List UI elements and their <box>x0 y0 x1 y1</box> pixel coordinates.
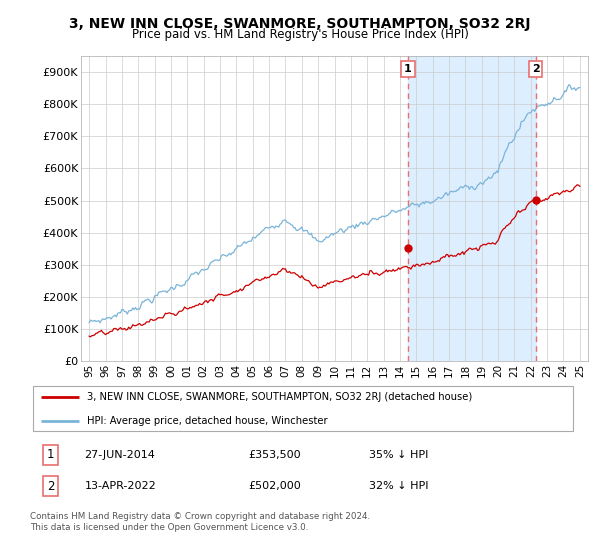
Text: 1: 1 <box>47 448 55 461</box>
Text: 3, NEW INN CLOSE, SWANMORE, SOUTHAMPTON, SO32 2RJ: 3, NEW INN CLOSE, SWANMORE, SOUTHAMPTON,… <box>69 17 531 31</box>
Text: 27-JUN-2014: 27-JUN-2014 <box>85 450 155 460</box>
Text: 3, NEW INN CLOSE, SWANMORE, SOUTHAMPTON, SO32 2RJ (detached house): 3, NEW INN CLOSE, SWANMORE, SOUTHAMPTON,… <box>88 392 473 402</box>
Text: 32% ↓ HPI: 32% ↓ HPI <box>368 481 428 491</box>
Text: HPI: Average price, detached house, Winchester: HPI: Average price, detached house, Winc… <box>88 417 328 426</box>
Text: 2: 2 <box>47 480 55 493</box>
Text: Price paid vs. HM Land Registry's House Price Index (HPI): Price paid vs. HM Land Registry's House … <box>131 28 469 41</box>
Text: 2: 2 <box>532 64 539 74</box>
Text: 1: 1 <box>404 64 412 74</box>
FancyBboxPatch shape <box>33 386 573 431</box>
Text: £502,000: £502,000 <box>248 481 301 491</box>
Text: 35% ↓ HPI: 35% ↓ HPI <box>368 450 428 460</box>
Text: Contains HM Land Registry data © Crown copyright and database right 2024.
This d: Contains HM Land Registry data © Crown c… <box>30 512 370 532</box>
Text: 13-APR-2022: 13-APR-2022 <box>85 481 157 491</box>
Text: £353,500: £353,500 <box>248 450 301 460</box>
Bar <box>408 56 536 361</box>
